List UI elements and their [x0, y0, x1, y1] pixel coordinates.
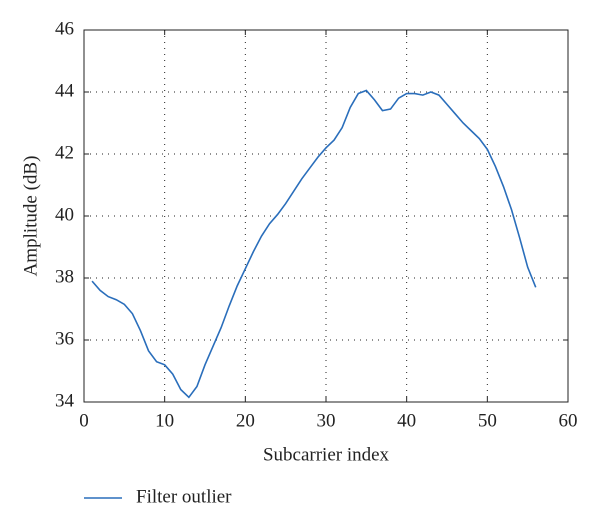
y-tick-label: 42 — [55, 142, 74, 163]
x-tick-label: 20 — [236, 410, 255, 431]
y-tick-label: 34 — [55, 390, 75, 411]
x-axis-label: Subcarrier index — [263, 444, 390, 465]
y-axis-label: Amplitude (dB) — [20, 156, 41, 277]
y-tick-label: 46 — [55, 18, 74, 39]
x-tick-label: 10 — [155, 410, 174, 431]
legend-label: Filter outlier — [136, 486, 232, 507]
x-tick-label: 30 — [317, 410, 336, 431]
plot-frame — [83, 29, 569, 403]
data-line — [91, 89, 537, 399]
x-tick-label: 40 — [397, 410, 416, 431]
y-tick-label: 44 — [55, 80, 75, 101]
y-tick-label: 38 — [55, 266, 74, 287]
y-tick-label: 36 — [55, 328, 74, 349]
x-tick-label: 50 — [478, 410, 497, 431]
x-tick-label: 60 — [559, 410, 578, 431]
x-tick-label: 0 — [79, 410, 89, 431]
y-tick-label: 40 — [55, 204, 74, 225]
